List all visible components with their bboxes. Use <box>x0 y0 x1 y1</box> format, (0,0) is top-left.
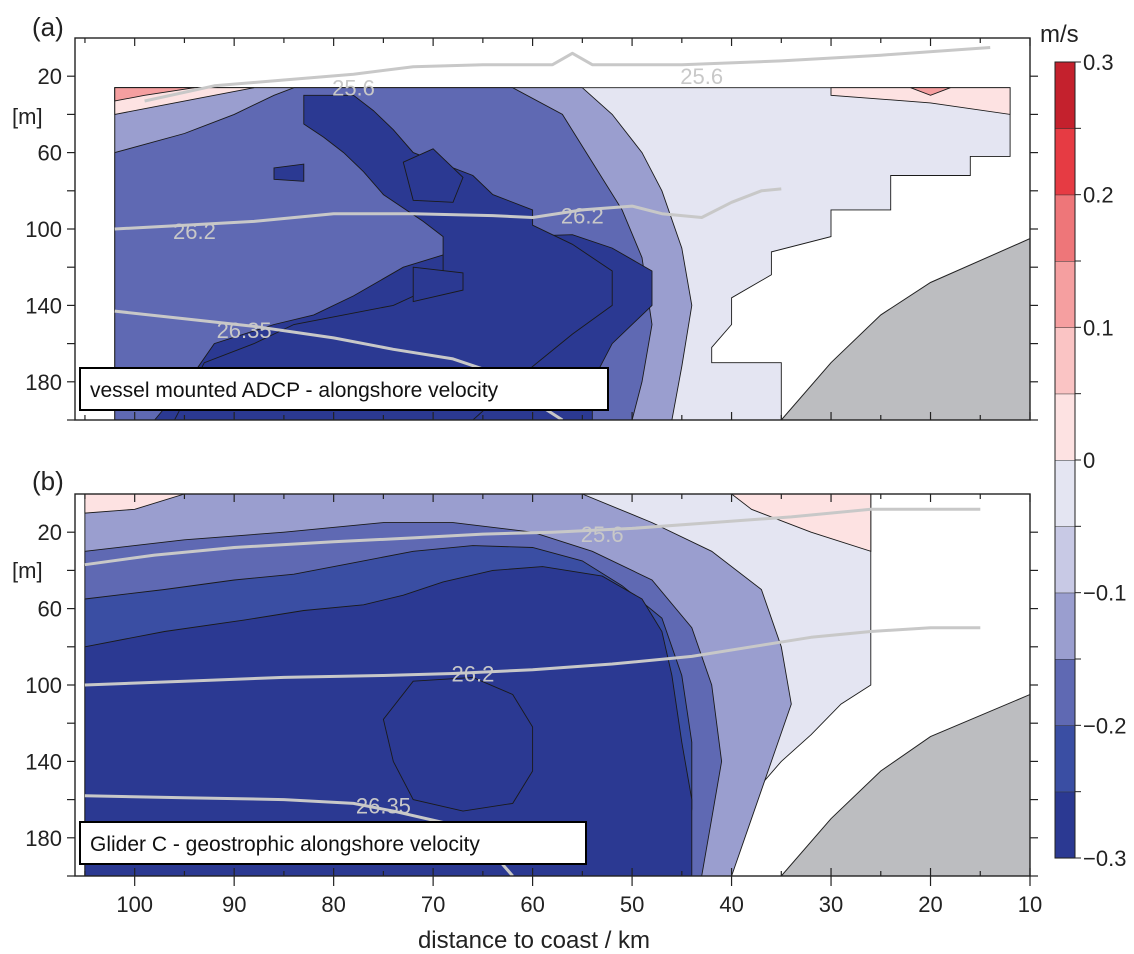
colorbar-tick-label: 0.2 <box>1083 183 1114 208</box>
colorbar: m/s 0.3 0.2 0.1 0 −0.1 −0.2 −0.3 <box>1040 21 1126 871</box>
panel-a-bathymetry <box>781 239 1030 420</box>
panel-a-depth-unit: [m] <box>12 104 43 129</box>
colorbar-tick-label: −0.1 <box>1083 581 1126 606</box>
x-tick-label: 20 <box>918 892 942 917</box>
colorbar-swatch <box>1055 792 1075 859</box>
isopycnal-label: 25.6 <box>680 64 723 89</box>
colorbar-swatch <box>1055 394 1075 461</box>
colorbar-swatch <box>1055 128 1075 195</box>
colorbar-unit: m/s <box>1040 21 1079 48</box>
colorbar-tick-label: −0.3 <box>1083 846 1126 871</box>
depth-tick-label: 180 <box>25 826 62 851</box>
x-tick-label: 100 <box>116 892 153 917</box>
x-tick-label: 60 <box>520 892 544 917</box>
bathymetry-shape <box>781 239 1030 420</box>
x-tick-label: 40 <box>719 892 743 917</box>
panel-a: (a) 25.6 25.626.226.226.35 2060100140180 … <box>12 12 1038 420</box>
depth-tick-label: 60 <box>38 141 62 166</box>
isopycnal-label: 25.6 <box>332 76 375 101</box>
x-tick-label: 30 <box>819 892 843 917</box>
isopycnal-label: 26.2 <box>173 219 216 244</box>
x-tick-label: 70 <box>421 892 445 917</box>
panel-a-caption: vessel mounted ADCP - alongshore velocit… <box>80 368 608 410</box>
panel-b-depth-unit: [m] <box>12 558 43 583</box>
panel-b-label: (b) <box>32 466 64 496</box>
panel-b-caption-text: Glider C - geostrophic alongshore veloci… <box>90 833 480 856</box>
isopycnal-label: 26.2 <box>561 204 604 229</box>
colorbar-swatch <box>1055 725 1075 792</box>
colorbar-tick-label: 0.3 <box>1083 50 1114 75</box>
depth-tick-label: 140 <box>25 293 62 318</box>
isopycnal-label: 26.2 <box>451 662 494 687</box>
x-axis-label: distance to coast / km <box>418 927 650 954</box>
colorbar-swatch <box>1055 659 1075 726</box>
x-tick-label: 80 <box>321 892 345 917</box>
depth-tick-label: 60 <box>38 597 62 622</box>
colorbar-swatch <box>1055 195 1075 262</box>
colorbar-tick-label: −0.2 <box>1083 713 1126 738</box>
panel-b: (b) 25.6 26.2 26.35 20 60 100 140 180 [m] Glid… <box>12 466 1038 876</box>
isopycnal-label: 25.6 <box>581 522 624 547</box>
colorbar-swatch <box>1055 327 1075 394</box>
depth-tick-label: 100 <box>25 217 62 242</box>
isopycnal-label: 26.35 <box>217 318 272 343</box>
x-tick-label: 50 <box>620 892 644 917</box>
colorbar-swatch <box>1055 62 1075 129</box>
x-tick-label: 90 <box>222 892 246 917</box>
panel-b-caption: Glider C - geostrophic alongshore veloci… <box>80 822 586 864</box>
colorbar-swatch <box>1055 261 1075 328</box>
depth-tick-label: 100 <box>25 673 62 698</box>
colorbar-tick-label: 0 <box>1083 448 1095 473</box>
panel-a-caption-text: vessel mounted ADCP - alongshore velocit… <box>90 379 499 402</box>
depth-tick-label: 140 <box>25 749 62 774</box>
colorbar-tick-label: 0.1 <box>1083 315 1114 340</box>
colorbar-swatch <box>1055 460 1075 527</box>
panel-a-label: (a) <box>32 12 64 42</box>
x-tick-label: 10 <box>1018 892 1042 917</box>
depth-tick-label: 180 <box>25 370 62 395</box>
colorbar-swatch <box>1055 526 1075 593</box>
depth-tick-label: 20 <box>38 520 62 545</box>
colorbar-swatch <box>1055 593 1075 660</box>
depth-tick-label: 20 <box>38 64 62 89</box>
colorbar-swatches <box>1055 62 1075 858</box>
colorbar-ticks: 0.3 0.2 0.1 0 −0.1 −0.2 −0.3 <box>1075 50 1126 871</box>
isopycnal-label: 26.35 <box>356 793 411 818</box>
